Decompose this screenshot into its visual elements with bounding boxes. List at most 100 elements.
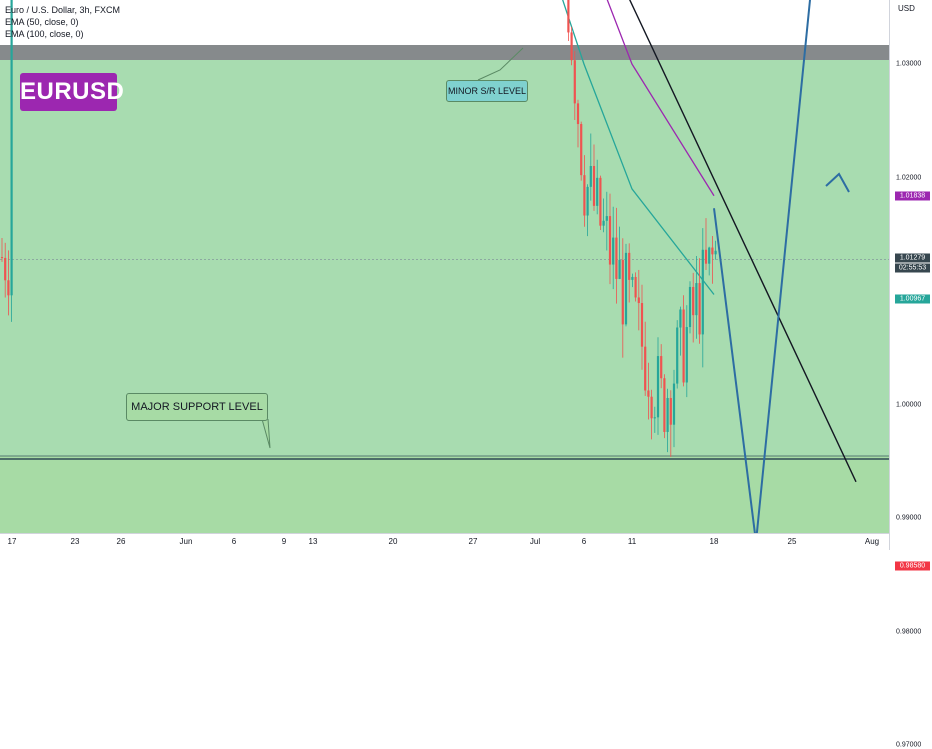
candle <box>679 306 682 356</box>
candle <box>672 369 676 448</box>
candle-body <box>589 165 592 187</box>
price-tag: 02:55:53 <box>895 263 930 273</box>
candle <box>701 228 704 368</box>
candle-body <box>685 327 688 383</box>
candle <box>605 191 608 251</box>
time-tick-label: Jul <box>529 537 541 546</box>
time-tick-label: Jun <box>179 537 193 546</box>
ema-line-50 <box>562 0 715 295</box>
time-tick-label: 9 <box>281 537 287 546</box>
candle <box>666 388 669 453</box>
candle-body <box>714 250 717 255</box>
projection-arrowhead <box>825 172 850 193</box>
time-tick-label: 6 <box>581 537 587 546</box>
candle <box>628 243 631 303</box>
candle-body <box>656 356 660 418</box>
candle-body <box>10 0 13 296</box>
price-tick-label: 1.02000 <box>896 174 922 182</box>
time-tick-label: 27 <box>468 537 478 546</box>
candle-body <box>650 396 653 419</box>
candle <box>637 269 640 331</box>
minor-sr-callout: MINOR S/R LEVEL <box>446 80 528 102</box>
time-tick-label: 23 <box>70 537 80 546</box>
candle <box>631 273 634 288</box>
time-tick-label: 26 <box>116 537 126 546</box>
ema50-legend: EMA (50, close, 0) <box>5 17 79 27</box>
candle-body <box>701 249 704 335</box>
time-axis[interactable] <box>0 533 889 551</box>
price-tick-label: 0.97000 <box>896 741 922 749</box>
major-callout-pointer <box>261 418 271 449</box>
price-tick-label: 0.99000 <box>896 514 922 522</box>
candle-body <box>628 252 631 280</box>
candle <box>602 198 605 233</box>
candle-body <box>618 259 621 279</box>
candle-body <box>592 165 596 206</box>
candle <box>656 337 660 435</box>
candle-body <box>640 303 644 347</box>
time-tick-label: 17 <box>7 537 17 546</box>
mid-background-zone <box>0 60 889 456</box>
candle-body <box>711 247 714 255</box>
candle <box>714 240 717 260</box>
ema-lines <box>562 0 715 295</box>
candle-body <box>692 286 695 316</box>
trendlines <box>261 0 857 483</box>
candle <box>0 237 4 262</box>
candle <box>669 390 672 457</box>
candle <box>663 374 666 439</box>
candle-body <box>624 252 628 325</box>
candle <box>708 246 711 276</box>
candle-body <box>586 186 589 216</box>
candle <box>650 389 653 440</box>
candle <box>580 121 583 181</box>
price-axis[interactable] <box>889 0 932 550</box>
price-tag: 1.00967 <box>895 294 930 304</box>
price-tick-label: 1.00000 <box>896 401 922 409</box>
major-support-callout: MAJOR SUPPORT LEVEL <box>126 393 268 421</box>
time-tick-label: 18 <box>709 537 719 546</box>
candle <box>676 320 679 389</box>
candle-body <box>615 237 618 279</box>
price-tick-label: 1.03000 <box>896 60 922 68</box>
price-chart[interactable] <box>0 0 932 550</box>
candle-body <box>621 259 624 325</box>
candle-body <box>644 346 647 391</box>
candle <box>573 50 576 121</box>
candle <box>685 305 688 398</box>
candle <box>660 344 663 389</box>
candle <box>698 258 701 344</box>
time-tick-label: 20 <box>388 537 398 546</box>
candle <box>612 206 615 290</box>
candle-body <box>608 216 612 265</box>
candle-body <box>573 60 576 104</box>
candle <box>615 207 618 304</box>
candle <box>624 243 628 327</box>
price-axis-unit: USD <box>898 4 915 13</box>
time-tick-label: Aug <box>864 537 880 546</box>
candle <box>570 26 573 66</box>
candle <box>4 242 7 298</box>
time-tick-label: 11 <box>627 537 637 546</box>
candle <box>608 193 612 285</box>
candle <box>682 295 685 387</box>
candles <box>0 0 717 457</box>
candle <box>7 250 10 316</box>
symbol-title: Euro / U.S. Dollar, 3h, FXCM <box>5 5 121 15</box>
candle-body <box>647 390 650 397</box>
candle <box>618 226 621 280</box>
ema100-legend: EMA (100, close, 0) <box>5 29 84 39</box>
candle <box>653 406 656 433</box>
candle <box>644 321 647 396</box>
time-tick-label: 13 <box>308 537 318 546</box>
candle-body <box>0 257 4 259</box>
candle-body <box>596 177 599 206</box>
candle-body <box>695 283 698 316</box>
time-tick-label: 6 <box>231 537 237 546</box>
candle-body <box>666 397 669 432</box>
time-tick-label: 25 <box>787 537 797 546</box>
candle <box>688 281 692 334</box>
price-tag: 0.98580 <box>895 561 930 571</box>
candle <box>647 362 650 420</box>
price-tick-label: 0.98000 <box>896 628 922 636</box>
